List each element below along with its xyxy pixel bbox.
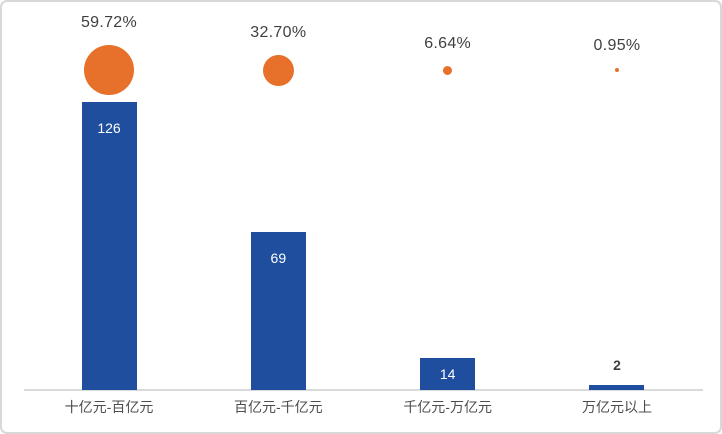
category-label: 百亿元-千亿元: [233, 399, 323, 415]
percentage-bubble: [614, 67, 620, 73]
bar-1: [81, 102, 137, 390]
percentage-bubble: [262, 54, 294, 86]
category-label: 十亿元-百亿元: [64, 399, 154, 415]
x-axis-line: [24, 389, 703, 391]
percentage-label: 32.70%: [250, 23, 307, 41]
category-label: 万亿元以上: [581, 399, 652, 415]
category-label: 千亿元-万亿元: [403, 399, 492, 415]
bar-value-label: 14: [439, 365, 456, 382]
bar-4: [589, 385, 645, 390]
bar-2: [250, 232, 306, 390]
bar-3: [420, 358, 476, 390]
bar-value-label: 69: [270, 250, 287, 266]
percentage-bubble: [443, 65, 453, 75]
percentage-label: 6.64%: [424, 34, 472, 52]
bar-value-label: 126: [97, 120, 121, 136]
percentage-label: 59.72%: [80, 14, 138, 31]
bar-value-label: 2: [613, 357, 621, 373]
percentage-label: 0.95%: [593, 36, 641, 54]
percentage-bubble: [84, 45, 134, 95]
